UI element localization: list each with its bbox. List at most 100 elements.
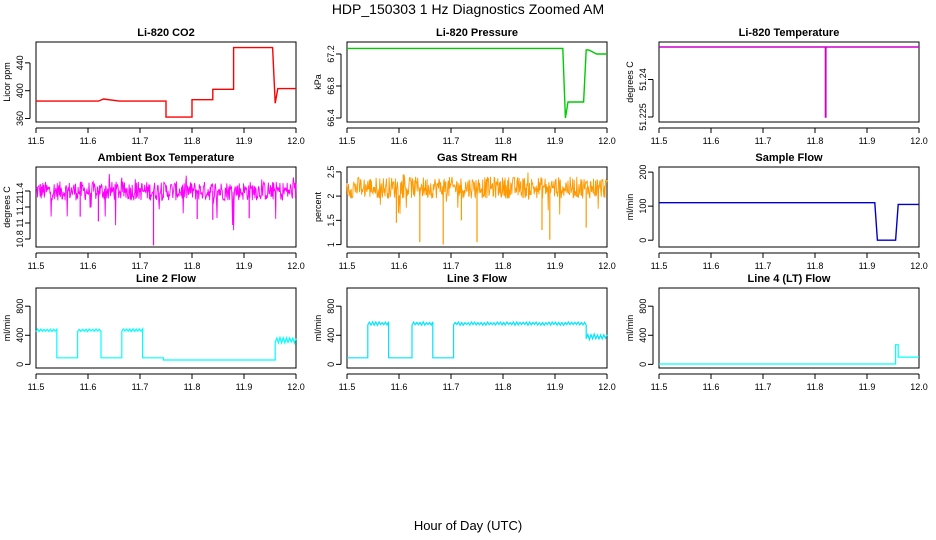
panel-title: Sample Flow: [755, 152, 823, 164]
plot-frame: [35, 287, 297, 369]
panel-title: Line 4 (LT) Flow: [748, 273, 831, 285]
x-tick-label: 11.7: [755, 261, 772, 271]
series-line: [659, 46, 919, 118]
panel-title: Li-820 Temperature: [739, 27, 840, 39]
y-axis-label: ml/min: [2, 315, 12, 342]
x-tick-label: 11.7: [755, 382, 772, 392]
y-tick-label: 2.5: [326, 166, 336, 179]
series-line: [35, 173, 297, 231]
y-tick-label: 1: [326, 242, 336, 247]
x-tick-label: 11.6: [703, 382, 720, 392]
x-tick-label: 11.8: [184, 136, 201, 146]
y-tick-label: 400: [638, 328, 648, 343]
x-tick-label: 11.9: [859, 382, 876, 392]
chart-panel-2: Li-820 Pressure 11.5 11.6 11.7 11.8 11.9 12.0 6…: [313, 27, 616, 146]
y-tick-label: 800: [15, 299, 25, 314]
panel-title: Ambient Box Temperature: [98, 152, 235, 164]
series-line: [35, 326, 297, 361]
y-tick-label: 1.5: [326, 214, 336, 227]
x-tick-label: 11.8: [807, 261, 824, 271]
y-tick-label: 100: [638, 199, 648, 214]
y-axis-label: ml/min: [625, 194, 635, 221]
chart-panel-1: Li-820 CO2 11.5 11.6 11.7 11.8 11.9 12.0 360 400…: [2, 27, 305, 146]
x-tick-label: 11.9: [547, 382, 564, 392]
x-tick-label: 11.5: [651, 136, 668, 146]
x-tick-label: 12.0: [287, 382, 305, 392]
x-tick-label: 11.5: [339, 261, 356, 271]
x-tick-label: 11.7: [132, 136, 149, 146]
x-tick-label: 11.8: [184, 261, 201, 271]
x-tick-label: 11.6: [80, 136, 97, 146]
plot-frame: [658, 166, 920, 248]
plot-frame: [658, 41, 920, 123]
x-tick-label: 11.8: [807, 382, 824, 392]
plot-frame: [35, 41, 297, 123]
y-tick-label: 400: [326, 328, 336, 343]
x-tick-label: 11.5: [28, 382, 45, 392]
x-tick-label: 11.5: [651, 261, 668, 271]
x-tick-label: 11.6: [703, 261, 720, 271]
x-tick-label: 11.9: [236, 382, 253, 392]
y-tick-label: 0: [638, 238, 648, 243]
y-tick-label: 800: [638, 299, 648, 314]
x-tick-label: 11.8: [495, 382, 512, 392]
plot-frame: [35, 166, 297, 248]
y-tick-label: 800: [326, 299, 336, 314]
x-tick-label: 12.0: [598, 261, 616, 271]
y-tick-label: 11.4: [15, 183, 25, 200]
y-tick-label: 51.225: [638, 103, 648, 131]
y-tick-label: 11.2: [15, 199, 25, 216]
page-title: HDP_150303 1 Hz Diagnostics Zoomed AM: [331, 1, 605, 17]
x-tick-label: 11.5: [339, 382, 356, 392]
x-tick-label: 12.0: [910, 136, 928, 146]
x-tick-label: 12.0: [287, 261, 305, 271]
panel-title: Li-820 Pressure: [436, 27, 518, 39]
x-tick-label: 12.0: [287, 136, 305, 146]
y-tick-label: 0: [638, 362, 648, 367]
panel-title: Line 3 Flow: [447, 273, 507, 285]
x-tick-label: 11.8: [807, 136, 824, 146]
y-tick-label: 0: [15, 362, 25, 367]
x-tick-label: 12.0: [598, 382, 616, 392]
x-tick-label: 11.7: [443, 136, 460, 146]
chart-panel-7: Line 2 Flow 11.5 11.6 11.7 11.8 11.9 12.0 0 400 8…: [2, 273, 305, 392]
x-tick-label: 11.6: [80, 382, 97, 392]
x-tick-label: 12.0: [910, 382, 928, 392]
panel-title: Line 2 Flow: [136, 273, 196, 285]
plot-frame: [346, 41, 608, 123]
x-tick-label: 11.7: [443, 261, 460, 271]
y-axis-label: percent: [313, 191, 323, 222]
series-line: [347, 47, 607, 119]
y-tick-label: 51.24: [638, 68, 648, 91]
y-tick-label: 66.8: [326, 77, 336, 95]
x-tick-label: 11.5: [651, 382, 668, 392]
y-tick-label: 11: [15, 218, 25, 227]
x-tick-label: 11.9: [236, 136, 253, 146]
chart-panel-6: Sample Flow 11.5 11.6 11.7 11.8 11.9 12.0 0 100 2…: [625, 152, 928, 271]
y-tick-label: 440: [15, 55, 25, 70]
y-axis-label: ml/min: [313, 315, 323, 342]
x-tick-label: 12.0: [910, 261, 928, 271]
y-tick-label: 10.8: [15, 230, 25, 248]
x-tick-label: 12.0: [598, 136, 616, 146]
y-tick-label: 67.2: [326, 45, 336, 63]
series-line: [659, 344, 919, 365]
y-tick-label: 200: [638, 165, 648, 180]
series-line: [347, 320, 608, 359]
x-axis-title: Hour of Day (UTC): [413, 518, 523, 533]
chart-panel-4: Ambient Box Temperature 11.5 11.6 11.7 11.8 1…: [2, 152, 305, 271]
y-tick-label: 400: [15, 328, 25, 343]
x-tick-label: 11.5: [28, 261, 45, 271]
x-tick-label: 11.7: [132, 261, 149, 271]
x-tick-label: 11.9: [859, 261, 876, 271]
y-tick-label: 0: [326, 362, 336, 367]
x-tick-label: 11.9: [859, 136, 876, 146]
y-tick-label: 2: [326, 194, 336, 199]
panel-title: Li-820 CO2: [137, 27, 194, 39]
x-tick-label: 11.9: [236, 261, 253, 271]
y-tick-label: 400: [15, 83, 25, 98]
y-axis-label: kPa: [313, 74, 323, 90]
x-tick-label: 11.6: [391, 382, 408, 392]
